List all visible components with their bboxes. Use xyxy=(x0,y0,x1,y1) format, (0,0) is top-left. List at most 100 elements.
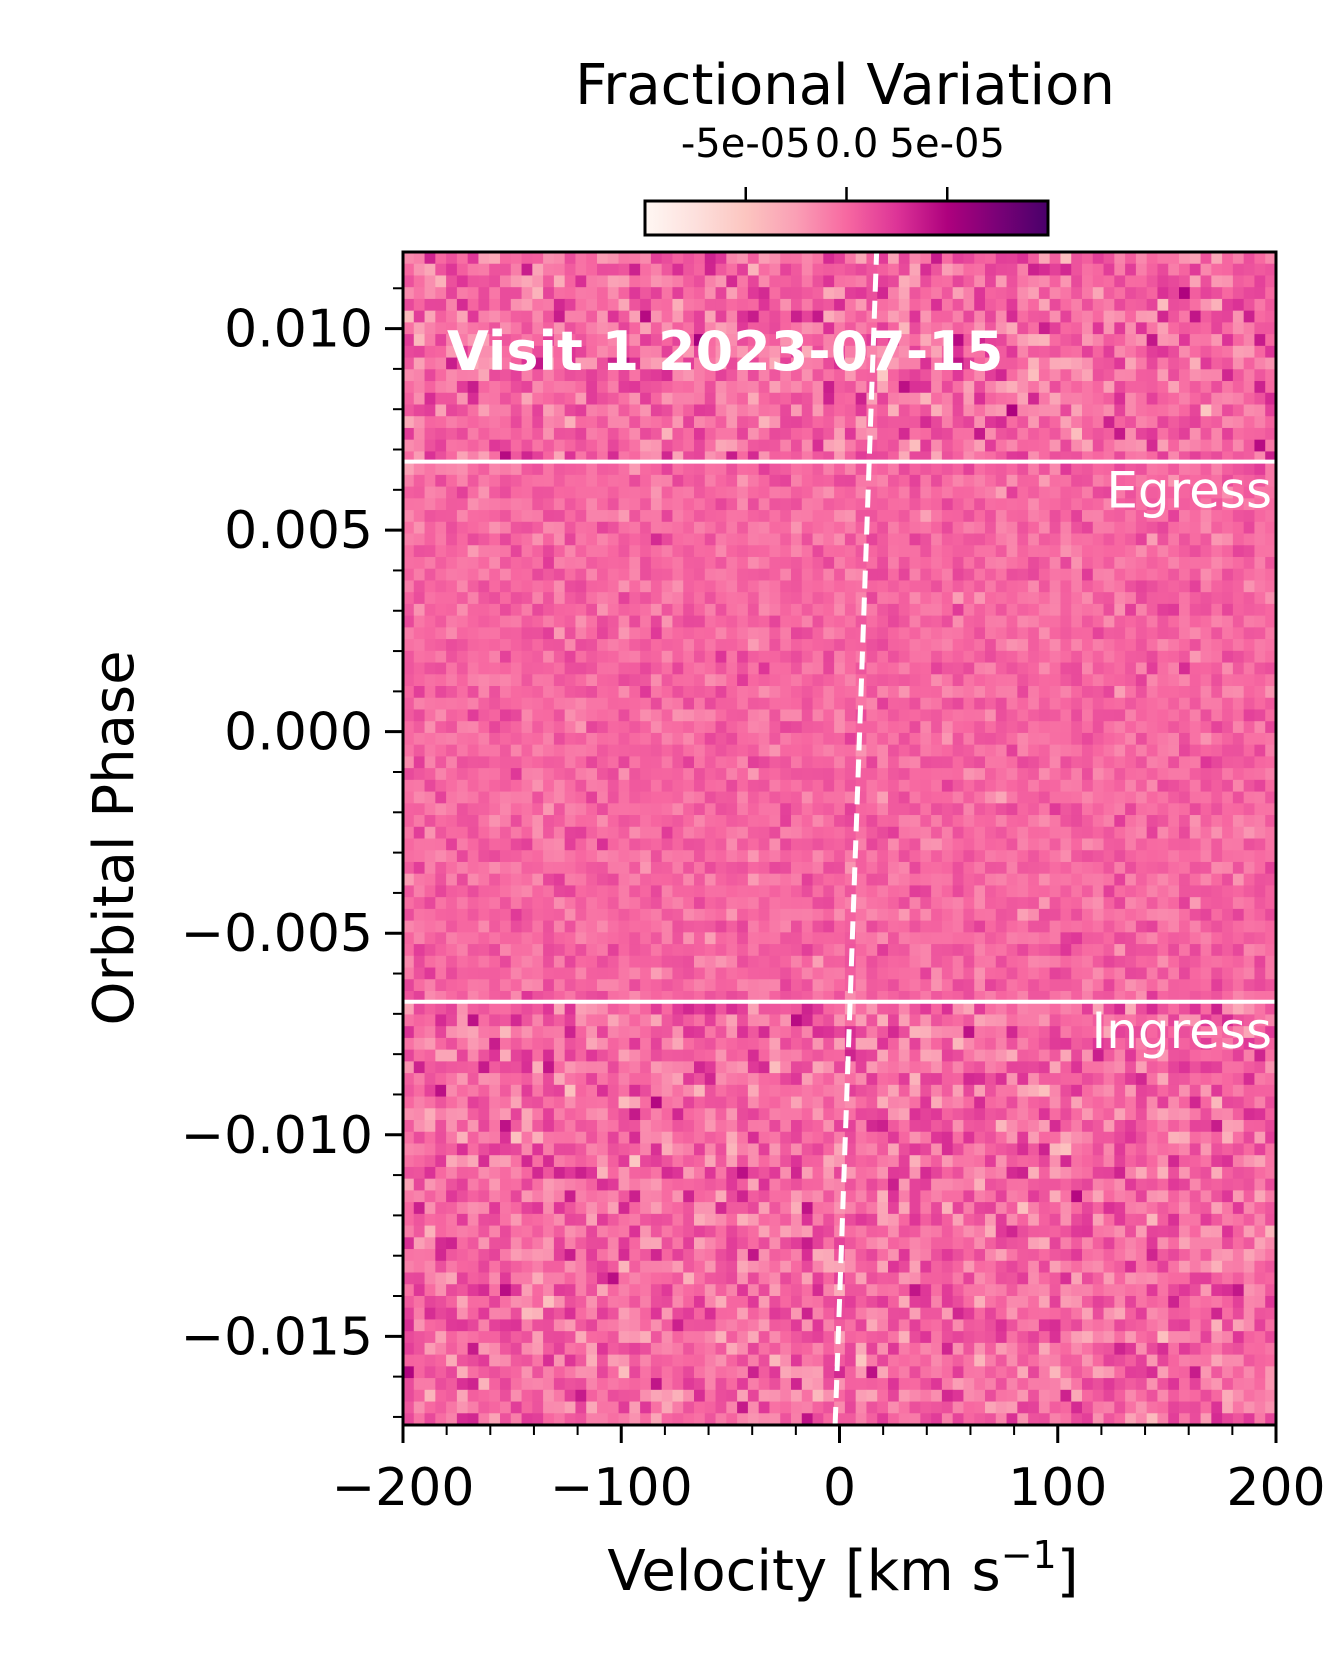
heatmap-cell xyxy=(1071,580,1083,593)
heatmap-cell xyxy=(985,627,997,640)
heatmap-cell xyxy=(1125,768,1137,781)
heatmap-cell xyxy=(1038,404,1051,417)
heatmap-cell xyxy=(1189,603,1202,617)
heatmap-cell xyxy=(1265,287,1277,300)
heatmap-cell xyxy=(1135,252,1148,265)
heatmap-cell xyxy=(844,697,857,711)
heatmap-cell xyxy=(683,498,695,511)
heatmap-cell xyxy=(532,275,544,288)
heatmap-cell xyxy=(974,463,986,476)
heatmap-cell xyxy=(1157,650,1169,664)
heatmap-cell xyxy=(1092,392,1105,406)
heatmap-cell xyxy=(823,451,835,464)
heatmap-cell xyxy=(553,826,566,840)
heatmap-cell xyxy=(1028,955,1040,969)
heatmap-cell xyxy=(1222,580,1234,593)
heatmap-cell xyxy=(1243,275,1256,288)
heatmap-cell xyxy=(1103,287,1115,300)
heatmap-cell xyxy=(1135,732,1148,746)
heatmap-cell xyxy=(812,627,824,640)
heatmap-cell xyxy=(640,686,652,699)
heatmap-cell xyxy=(974,275,986,288)
heatmap-cell xyxy=(834,908,846,922)
heatmap-cell xyxy=(704,721,717,734)
heatmap-cell xyxy=(1114,791,1126,804)
heatmap-cell xyxy=(467,932,480,945)
heatmap-cell xyxy=(1243,768,1256,781)
heatmap-cell xyxy=(1211,932,1223,945)
heatmap-cell xyxy=(780,932,792,945)
heatmap-cell xyxy=(500,545,512,558)
heatmap-cell xyxy=(1211,427,1223,441)
heatmap-cell xyxy=(1125,275,1137,288)
heatmap-cell xyxy=(435,474,447,488)
heatmap-cell xyxy=(704,510,717,523)
heatmap-cell xyxy=(898,392,911,406)
heatmap-cell xyxy=(920,474,932,488)
heatmap-cell xyxy=(844,580,857,593)
heatmap-cell xyxy=(467,298,480,312)
heatmap-cell xyxy=(575,838,587,851)
heatmap-cell xyxy=(1103,592,1115,605)
heatmap-cell xyxy=(1114,310,1126,323)
heatmap-cell xyxy=(1103,298,1115,312)
heatmap-cell xyxy=(823,568,835,582)
heatmap-cell xyxy=(812,287,824,300)
heatmap-cell xyxy=(1222,803,1234,816)
heatmap-cell xyxy=(877,310,889,323)
heatmap-cell xyxy=(597,263,609,277)
heatmap-cell xyxy=(974,955,986,969)
heatmap-cell xyxy=(1114,627,1126,640)
heatmap-cell xyxy=(500,322,512,335)
heatmap-cell xyxy=(640,392,652,406)
heatmap-cell xyxy=(1265,627,1277,640)
heatmap-cell xyxy=(801,334,814,347)
heatmap-cell xyxy=(446,861,458,875)
heatmap-cell xyxy=(683,381,695,394)
heatmap-cell xyxy=(575,451,587,464)
heatmap-cell xyxy=(683,744,695,757)
heatmap-cell xyxy=(435,310,447,323)
heatmap-cell xyxy=(586,463,598,476)
heatmap-cell xyxy=(1189,416,1202,429)
heatmap-cell xyxy=(941,252,954,265)
heatmap-cell xyxy=(769,416,781,429)
heatmap-cell xyxy=(1114,263,1126,277)
heatmap-cell xyxy=(952,474,965,488)
heatmap-cell xyxy=(694,498,706,511)
heatmap-cell xyxy=(909,873,921,887)
heatmap-cell xyxy=(952,510,965,523)
heatmap-cell xyxy=(791,732,803,746)
heatmap-cell xyxy=(747,392,760,406)
heatmap-cell xyxy=(920,873,932,887)
heatmap-cell xyxy=(726,533,738,546)
heatmap-cell xyxy=(791,779,803,793)
heatmap-cell xyxy=(446,334,458,347)
heatmap-cell xyxy=(866,756,878,769)
heatmap-cell xyxy=(424,908,436,922)
heatmap-cell xyxy=(1232,944,1245,957)
heatmap-cell xyxy=(737,815,749,828)
heatmap-cell xyxy=(704,263,717,277)
heatmap-cell xyxy=(769,885,781,898)
heatmap-cell xyxy=(909,885,921,898)
heatmap-cell xyxy=(1028,404,1040,417)
heatmap-cell xyxy=(1232,298,1245,312)
heatmap-cell xyxy=(1146,885,1159,898)
heatmap-cell xyxy=(888,686,900,699)
heatmap-cell xyxy=(1092,826,1105,840)
heatmap-cell xyxy=(640,439,652,453)
heatmap-cell xyxy=(704,451,717,464)
heatmap-cell xyxy=(898,451,911,464)
heatmap-cell xyxy=(521,932,533,945)
heatmap-cell xyxy=(521,369,533,382)
heatmap-cell xyxy=(607,744,620,757)
heatmap-cell xyxy=(812,826,824,840)
heatmap-cell xyxy=(1243,263,1256,277)
heatmap-cell xyxy=(844,732,857,746)
heatmap-cell xyxy=(424,732,436,746)
heatmap-cell xyxy=(985,768,997,781)
heatmap-cell xyxy=(920,545,932,558)
heatmap-cell xyxy=(618,779,630,793)
heatmap-cell xyxy=(1103,908,1115,922)
